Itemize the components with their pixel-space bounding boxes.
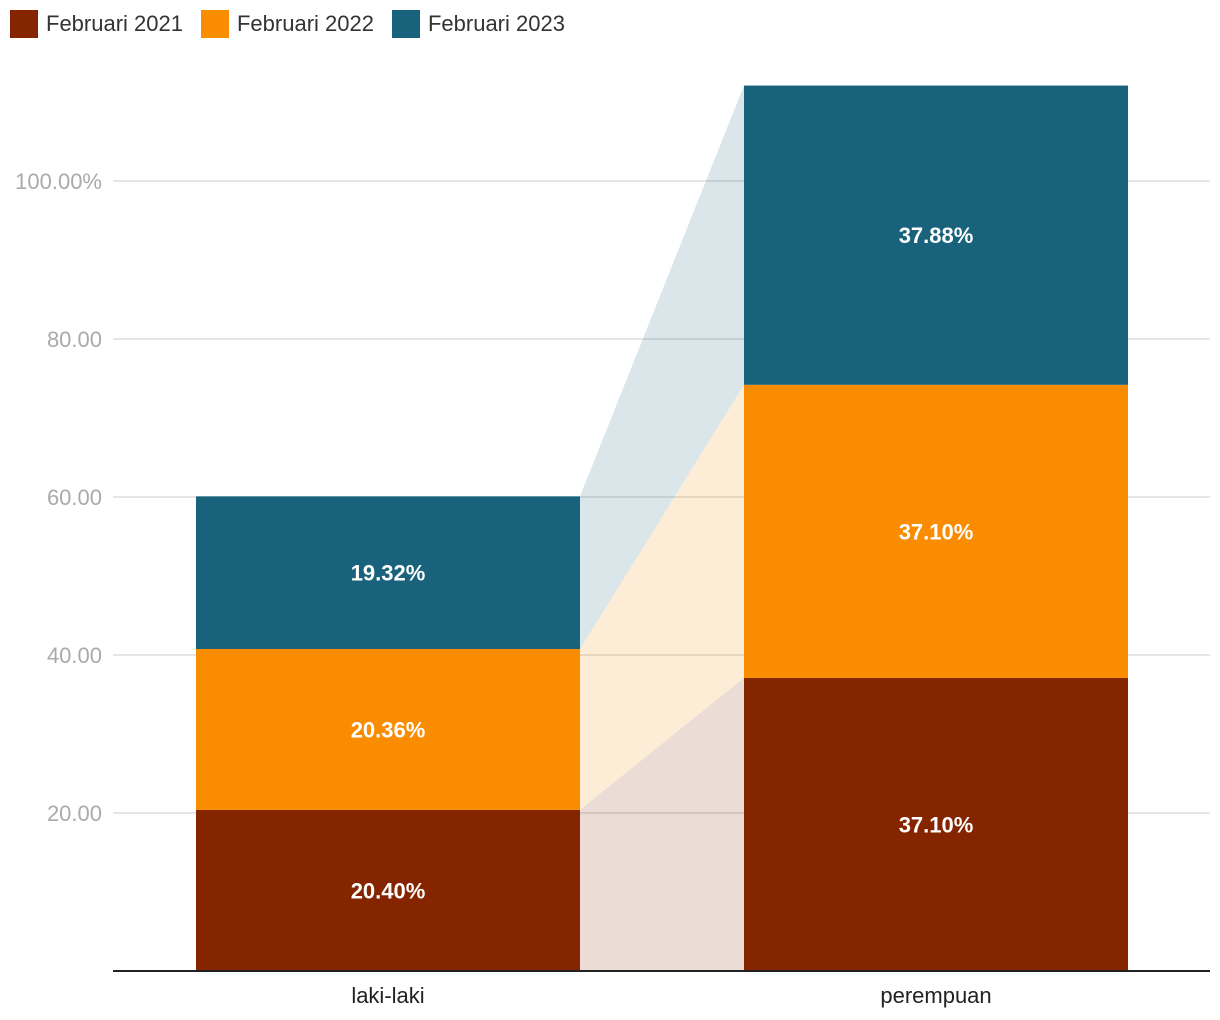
bar-segment xyxy=(196,809,580,971)
legend-swatch-2022 xyxy=(200,10,229,38)
legend-item-2023[interactable]: Februari 2023 xyxy=(391,10,565,38)
connector-band xyxy=(580,677,744,971)
data-label: 37.10% xyxy=(899,812,974,837)
data-label: 20.40% xyxy=(351,878,426,903)
x-category-label: laki-laki xyxy=(351,983,424,1008)
y-tick-label: 80.00 xyxy=(47,327,102,352)
y-tick-label: 40.00 xyxy=(47,643,102,668)
data-label: 20.36% xyxy=(351,717,426,742)
connector-band xyxy=(580,85,744,649)
x-category-label: perempuan xyxy=(880,983,991,1008)
legend: Februari 2021 Februari 2022 Februari 202… xyxy=(10,10,565,38)
bar-segment xyxy=(744,677,1128,971)
bar-segment xyxy=(196,648,580,810)
y-tick-label: 20.00 xyxy=(47,801,102,826)
y-tick-label: 100.00% xyxy=(15,169,102,194)
data-label: 37.88% xyxy=(899,223,974,248)
data-label: 37.10% xyxy=(899,519,974,544)
bar-segment xyxy=(196,496,580,649)
legend-item-2022[interactable]: Februari 2022 xyxy=(200,10,374,38)
legend-swatch-2023 xyxy=(391,10,420,38)
connector-band xyxy=(580,384,744,810)
y-tick-label: 60.00 xyxy=(47,485,102,510)
legend-swatch-2021 xyxy=(10,10,38,38)
bar-segment xyxy=(744,85,1128,385)
legend-label-2021: Februari 2021 xyxy=(46,11,183,36)
legend-label-2023: Februari 2023 xyxy=(427,11,565,36)
data-label: 19.32% xyxy=(351,561,426,586)
legend-label-2022: Februari 2022 xyxy=(236,11,374,36)
bar-segment xyxy=(744,384,1128,678)
legend-item-2021[interactable]: Februari 2021 xyxy=(10,10,183,38)
